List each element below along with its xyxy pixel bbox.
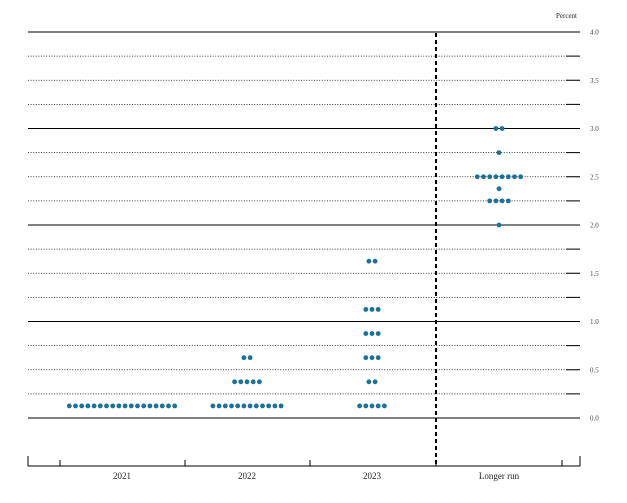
participant-dot	[372, 258, 378, 264]
participant-dot	[147, 403, 153, 409]
y-tick-label: 3.5	[590, 77, 599, 85]
participant-dot	[499, 126, 505, 131]
participant-dot	[241, 403, 247, 409]
y-tick-label: 1.5	[590, 270, 599, 278]
y-tick-label: 3.0	[590, 125, 599, 133]
participant-dot	[372, 379, 378, 385]
participant-dot	[363, 307, 369, 312]
participant-dot	[493, 126, 499, 131]
participant-dot	[357, 403, 362, 409]
participant-dot	[97, 403, 103, 409]
participant-dot	[66, 403, 72, 409]
y-tick-label: 4.0	[590, 29, 599, 37]
participant-dot	[499, 198, 505, 204]
x-category-label: 2023	[363, 471, 382, 481]
participant-dot	[247, 403, 253, 409]
y-tick-label: 2.0	[590, 222, 599, 230]
participant-dot	[91, 403, 97, 409]
participant-dot	[505, 174, 511, 180]
participant-dot	[238, 379, 244, 385]
y-tick-label: 1.0	[590, 318, 599, 326]
participant-dot	[153, 403, 159, 409]
participant-dot	[166, 403, 171, 409]
participant-dot	[222, 403, 228, 409]
participant-dot	[266, 403, 272, 409]
x-axis: 2021 2022 2023 Longer run	[27, 456, 581, 481]
participant-dot	[518, 174, 524, 180]
participant-dot	[366, 379, 372, 385]
participant-dot	[159, 403, 165, 409]
participant-dot	[375, 355, 381, 361]
participant-dot	[505, 198, 511, 204]
participant-dot	[122, 403, 128, 409]
y-tick-label: 0.5	[590, 366, 599, 374]
x-category-label: 2021	[113, 471, 131, 481]
participant-dot	[369, 403, 375, 409]
participant-dot	[235, 403, 241, 409]
participant-dot	[481, 174, 486, 180]
participant-dot	[232, 379, 238, 385]
participant-dot	[496, 150, 502, 156]
participant-dot	[496, 222, 502, 228]
gridlines	[28, 31, 580, 419]
participant-dot	[369, 355, 375, 361]
participant-dot	[110, 403, 116, 409]
participant-dot	[487, 174, 493, 180]
participant-dot	[79, 403, 85, 409]
participant-dot	[216, 403, 222, 409]
participant-dot	[247, 355, 253, 361]
participant-dot	[141, 403, 147, 409]
y-axis-ticks: 0.0 0.5 1.0 1.5 2.0 2.5 3.0 3.5 4.0	[590, 29, 599, 423]
y-tick-label: 0.0	[590, 415, 599, 423]
participant-dot	[260, 403, 265, 409]
participant-dot	[474, 174, 480, 180]
participant-dot	[73, 403, 78, 409]
participant-dot	[85, 403, 91, 409]
participant-dot	[493, 174, 499, 180]
participant-dot	[363, 331, 369, 336]
participant-dot	[128, 403, 134, 409]
y-axis-unit-label: Percent	[556, 12, 577, 20]
participant-dot	[363, 355, 369, 361]
participant-dot	[366, 258, 372, 264]
participant-dot	[172, 403, 178, 409]
participant-dot	[487, 198, 493, 204]
participant-dot	[369, 307, 375, 312]
participant-dot	[363, 403, 369, 409]
participant-dot	[253, 403, 259, 409]
participant-dot	[257, 379, 262, 385]
participant-dot	[496, 186, 502, 192]
participant-dot	[241, 355, 247, 361]
participant-dot	[375, 331, 381, 336]
participant-dot	[382, 403, 387, 409]
x-category-label: Longer run	[479, 471, 520, 481]
participant-dot	[244, 379, 250, 385]
participant-dot	[512, 174, 517, 180]
dots-layer	[66, 126, 524, 409]
x-category-label: 2022	[238, 471, 256, 481]
participant-dot	[104, 403, 109, 409]
participant-dot	[135, 403, 140, 409]
participant-dot	[493, 198, 499, 204]
y-tick-label: 2.5	[590, 173, 599, 181]
participant-dot	[272, 403, 278, 409]
participant-dot	[210, 403, 216, 409]
participant-dot	[369, 331, 375, 336]
participant-dot	[250, 379, 256, 385]
participant-dot	[116, 403, 122, 409]
participant-dot	[375, 307, 381, 312]
participant-dot	[229, 403, 234, 409]
participant-dot	[278, 403, 284, 409]
participant-dot	[499, 174, 505, 180]
participant-dot	[375, 403, 381, 409]
